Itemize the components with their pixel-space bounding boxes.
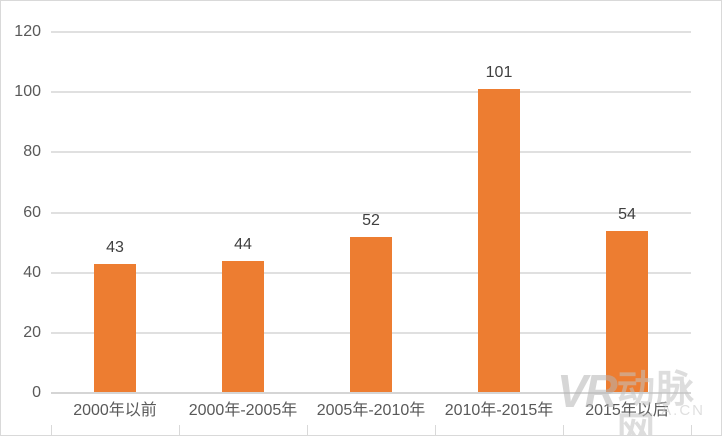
y-axis-tick-label: 0 [32, 384, 41, 401]
gridline [51, 31, 691, 33]
y-axis-tick-label: 60 [23, 203, 41, 221]
y-axis-tick-label: 120 [14, 23, 41, 40]
bar [350, 237, 392, 392]
bar [606, 231, 648, 392]
x-axis-category-label: 2005年-2010年 [316, 402, 426, 419]
y-axis-tick-label: 100 [14, 83, 41, 101]
x-axis-category-label: 2015年以后 [585, 402, 669, 419]
y-axis-tick-label: 40 [23, 263, 41, 281]
category-boundary-tick [435, 425, 436, 435]
y-axis-tick-label: 80 [23, 143, 41, 161]
x-axis-category-label: 2000年-2005年 [188, 402, 298, 419]
gridline [51, 151, 691, 154]
x-axis-category-label: 2010年-2015年 [444, 402, 554, 419]
bar-value-label: 43 [106, 239, 124, 256]
category-boundary-tick [563, 425, 564, 435]
category-boundary-tick [179, 425, 180, 435]
bar [478, 89, 520, 392]
category-boundary-tick [51, 425, 52, 435]
bar-value-label: 44 [234, 236, 252, 253]
bar-value-label: 54 [618, 206, 636, 223]
category-boundary-tick [307, 425, 308, 435]
bar-value-label: 101 [485, 64, 513, 81]
bar [94, 264, 136, 392]
x-axis-category-label: 2000年以前 [73, 402, 157, 419]
category-boundary-tick [691, 425, 692, 435]
gridline [51, 211, 691, 214]
bar [222, 261, 264, 392]
gridline [51, 91, 691, 94]
bar-value-label: 52 [362, 212, 380, 229]
y-axis-tick-label: 20 [23, 323, 41, 341]
x-axis-line [51, 392, 691, 394]
